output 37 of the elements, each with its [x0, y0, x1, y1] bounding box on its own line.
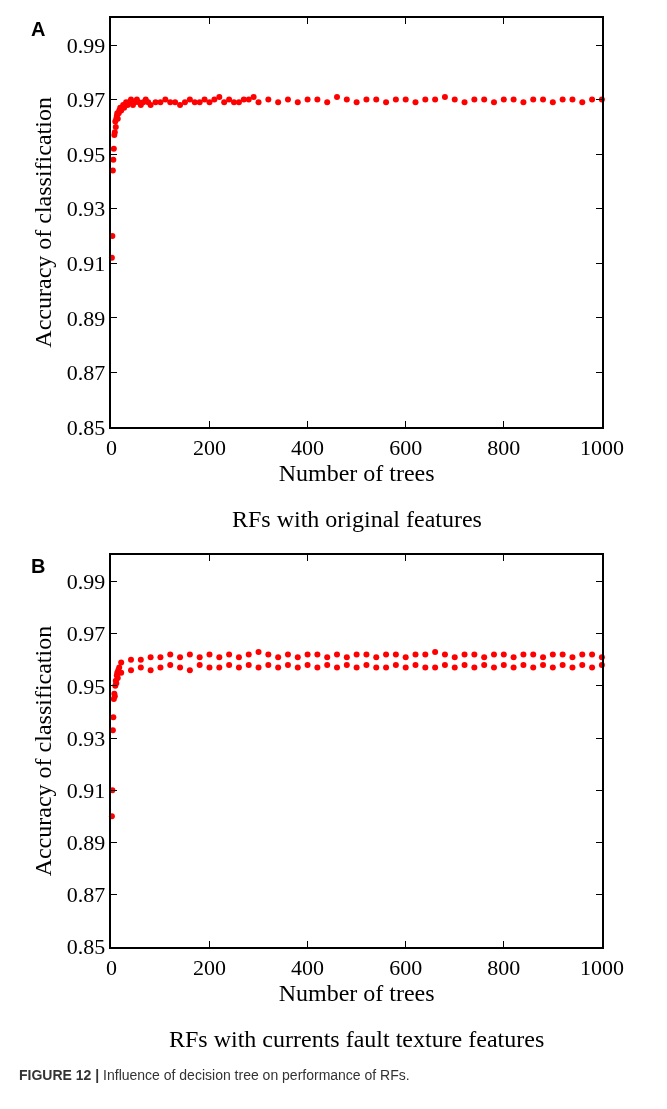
y-tick-label: 0.95	[66, 141, 106, 167]
y-tick-label: 0.85	[66, 414, 106, 440]
y-tick-label: 0.97	[66, 87, 106, 113]
text: A	[31, 18, 46, 40]
x-tick-label: 200	[192, 954, 226, 980]
y-tick-label: 0.93	[66, 196, 106, 222]
x-tick-label: 800	[487, 954, 521, 980]
y-tick-label: 0.87	[66, 882, 106, 908]
text: RFs with original features	[232, 506, 482, 532]
y-tick-label: 0.89	[66, 305, 106, 331]
x-tick-label: 1000	[579, 954, 624, 980]
x-tick-label: 0	[105, 954, 117, 980]
caption: FIGURE 12 | Influence of decision tree on performance of RFs.	[19, 1067, 410, 1083]
y-tick-label: 0.99	[66, 569, 106, 595]
y-tick-label: 0.85	[66, 934, 106, 960]
y-tick-label: 0.93	[66, 725, 106, 751]
y-tick-label: 0.95	[66, 673, 106, 699]
y-axis-title: Accuracy of classification	[30, 97, 57, 348]
x-tick-label: 400	[291, 435, 325, 461]
y-tick-label: 0.89	[66, 830, 106, 856]
y-axis-title: Accuracy of classification	[30, 625, 57, 877]
y-tick-label: 0.99	[66, 32, 106, 58]
x-axis-title: Number of trees	[278, 460, 435, 487]
x-tick-label: 800	[487, 435, 521, 461]
y-tick-label: 0.87	[66, 360, 106, 386]
y-tick-label: 0.91	[66, 777, 106, 803]
x-tick-label: 0	[105, 435, 117, 461]
x-tick-label: 600	[389, 954, 423, 980]
x-tick-label: 1000	[579, 435, 624, 461]
text: B	[31, 555, 46, 577]
y-tick-label: 0.91	[66, 250, 106, 276]
x-axis-title: Number of trees	[278, 979, 435, 1006]
y-tick-label: 0.97	[66, 621, 106, 647]
x-tick-label: 200	[192, 435, 226, 461]
x-tick-label: 600	[389, 435, 423, 461]
text: RFs with currents fault texture features	[169, 1026, 545, 1052]
x-tick-label: 400	[291, 954, 325, 980]
